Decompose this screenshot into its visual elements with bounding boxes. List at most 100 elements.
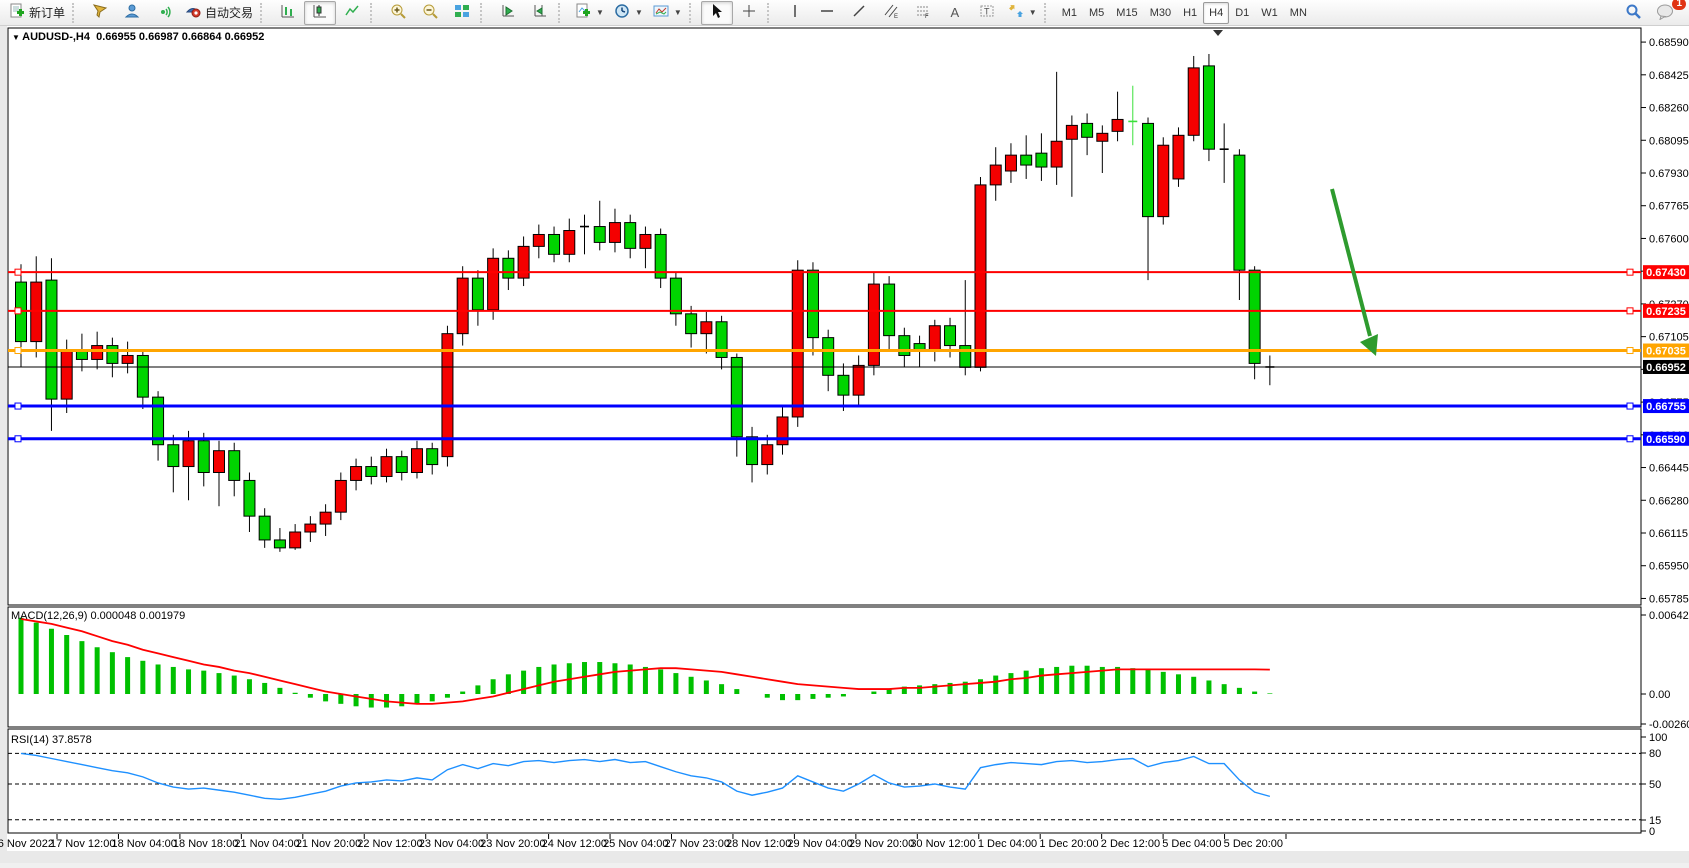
- hline-0.67430[interactable]: 0.67430: [8, 265, 1689, 280]
- candles: [15, 53, 1275, 552]
- news-button[interactable]: [148, 1, 180, 25]
- timeframe-button-h1[interactable]: H1: [1183, 6, 1198, 19]
- text-icon: A: [950, 5, 960, 20]
- toolbar-separator: [766, 2, 775, 23]
- hline-0.67035[interactable]: 0.67035: [8, 343, 1689, 358]
- price-tag-text: 0.66590: [1646, 434, 1686, 446]
- svg-text:0.006422: 0.006422: [1649, 610, 1689, 622]
- toolbar: 新订单 自动交易 ▼ ▼ ▼ E F A T ▼ M1 M5 M15 M30 H1 H4 D…: [0, 0, 1689, 26]
- timeframe-group: M1 M5 M15 M30 H1 H4 D1 W1 MN: [1056, 1, 1313, 24]
- timeframe-button-m15[interactable]: M15: [1116, 6, 1138, 19]
- trendline-tool-button[interactable]: [843, 1, 875, 25]
- timeframe-button-m5[interactable]: M5: [1089, 6, 1105, 19]
- new-order-label: 新订单: [29, 6, 66, 20]
- market-funnel-icon: [92, 3, 108, 22]
- svg-text:0.68260: 0.68260: [1649, 103, 1689, 115]
- line-chart-icon: [344, 3, 360, 22]
- svg-text:16 Nov 2022: 16 Nov 2022: [0, 838, 54, 850]
- price-tag-text: 0.66952: [1646, 362, 1686, 374]
- timeframe-button-m1[interactable]: M1: [1061, 6, 1077, 19]
- svg-text:0.65950: 0.65950: [1649, 561, 1689, 573]
- auto-scroll-button[interactable]: [492, 1, 524, 25]
- notifications-button[interactable]: 1: [1649, 0, 1686, 25]
- svg-text:21 Nov 20:00: 21 Nov 20:00: [296, 838, 361, 850]
- indicators-icon: [575, 3, 591, 22]
- label-tool-button[interactable]: T: [971, 1, 1003, 25]
- indicators-button[interactable]: ▼: [570, 1, 609, 25]
- cursor-tool-button[interactable]: [700, 0, 733, 25]
- new-order-button[interactable]: 新订单: [4, 1, 70, 25]
- signals-button[interactable]: [116, 1, 148, 25]
- timeframe-button-mn[interactable]: MN: [1289, 6, 1307, 19]
- price-tag-text: 0.67235: [1646, 306, 1686, 318]
- text-tool-button[interactable]: A: [939, 1, 971, 25]
- autotrading-icon: [185, 3, 201, 22]
- hline-0.66590[interactable]: 0.66590: [8, 431, 1689, 446]
- crosshair-tool-button[interactable]: [733, 1, 765, 25]
- line-chart-button[interactable]: [336, 1, 368, 25]
- svg-text:29 Nov 04:00: 29 Nov 04:00: [787, 838, 852, 850]
- arrows-tool-button[interactable]: ▼: [1003, 1, 1042, 25]
- line-handle: [1626, 402, 1634, 410]
- price-tag: [1643, 303, 1689, 318]
- chart-window[interactable]: 0.68590 0.68425 0.68260 0.68095 0.67930 0.677…: [0, 26, 1689, 863]
- svg-text:80: 80: [1649, 748, 1661, 760]
- chart-shift-marker-icon[interactable]: [1213, 30, 1223, 36]
- search-button[interactable]: [1617, 1, 1649, 25]
- tile-windows-icon: [454, 3, 470, 22]
- bars-chart-button[interactable]: [272, 1, 304, 25]
- templates-button[interactable]: ▼: [648, 1, 687, 25]
- symbol-dropdown-icon[interactable]: ▼: [12, 33, 23, 42]
- arrows-icon: [1008, 3, 1024, 22]
- chart-symbol-period: AUDUSD-,H4: [22, 31, 90, 43]
- timeframe-button-w1[interactable]: W1: [1261, 6, 1278, 19]
- crosshair-icon: [741, 3, 757, 22]
- chart-pane: [7, 27, 1642, 606]
- auto-scroll-icon: [500, 3, 516, 22]
- svg-text:27 Nov 23:00: 27 Nov 23:00: [665, 838, 730, 850]
- chart-pane: [7, 606, 1642, 728]
- autotrading-button[interactable]: 自动交易: [180, 1, 258, 25]
- svg-text:0.65785: 0.65785: [1649, 593, 1689, 605]
- price-tag-text: 0.67035: [1646, 346, 1686, 358]
- toolbar-separator: [558, 2, 566, 23]
- hline-0.66755[interactable]: 0.66755: [8, 399, 1689, 414]
- price-tag: [1643, 265, 1689, 280]
- chart-pane: [7, 728, 1642, 834]
- price-tag-text: 0.66755: [1646, 401, 1686, 413]
- svg-text:-0.002603: -0.002603: [1649, 719, 1689, 731]
- chart-canvas[interactable]: 0.68590 0.68425 0.68260 0.68095 0.67930 0.677…: [0, 26, 1689, 863]
- trendline-icon: [851, 3, 867, 22]
- dropdown-caret-icon: ▼: [1028, 8, 1037, 17]
- svg-text:5 Dec 04:00: 5 Dec 04:00: [1162, 838, 1221, 850]
- timeframe-button-m30[interactable]: M30: [1149, 6, 1172, 19]
- svg-text:0.67600: 0.67600: [1649, 233, 1689, 245]
- zoom-in-button[interactable]: [382, 1, 414, 25]
- hline-0.66952[interactable]: 0.66952: [8, 359, 1689, 374]
- line-handle: [14, 268, 22, 276]
- search-icon: [1625, 3, 1642, 23]
- bars-chart-icon: [280, 3, 296, 22]
- timeframe-button-h4[interactable]: H4: [1203, 1, 1230, 24]
- channel-tool-button[interactable]: E: [875, 1, 907, 25]
- hline-0.67235[interactable]: 0.67235: [8, 303, 1689, 318]
- market-button[interactable]: [84, 1, 116, 25]
- line-handle: [1626, 307, 1634, 315]
- fibonacci-tool-button[interactable]: F: [907, 1, 939, 25]
- horizontal-line-icon: [819, 3, 835, 22]
- timeframe-button-d1[interactable]: D1: [1235, 6, 1250, 19]
- horizontal-line-tool-button[interactable]: [811, 1, 843, 25]
- svg-text:E: E: [894, 14, 898, 19]
- equidistant-channel-icon: E: [883, 3, 899, 22]
- zoom-out-button[interactable]: [414, 1, 446, 25]
- svg-text:22 Nov 12:00: 22 Nov 12:00: [357, 838, 422, 850]
- chart-shift-button[interactable]: [524, 1, 556, 25]
- tile-windows-button[interactable]: [446, 1, 478, 25]
- trend-arrow[interactable]: [1330, 188, 1378, 356]
- candlestick-chart-button[interactable]: [304, 0, 337, 25]
- zoom-in-icon: [390, 3, 406, 22]
- svg-text:0.68095: 0.68095: [1649, 135, 1689, 147]
- periods-button[interactable]: ▼: [609, 1, 648, 25]
- vertical-line-tool-button[interactable]: [779, 1, 811, 25]
